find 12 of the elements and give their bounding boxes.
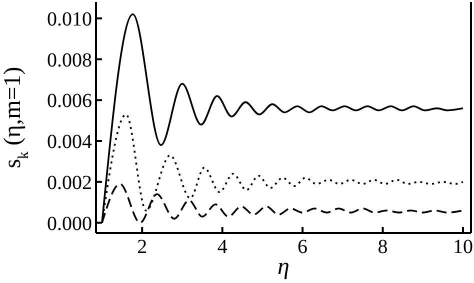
x-tick-label: 8 (378, 236, 388, 258)
y-tick-label: 0.004 (47, 131, 92, 154)
x-tick-label: 4 (217, 236, 228, 258)
x-axis-title: η (278, 254, 290, 280)
x-tick-label: 2 (137, 236, 148, 258)
x-tick-label: 6 (298, 236, 308, 258)
y-tick-label: 0.000 (47, 212, 92, 235)
y-tick-label: 0.006 (47, 90, 92, 112)
y-tick-label: 0.008 (47, 49, 92, 72)
x-tick-label: 10 (452, 236, 473, 258)
y-tick-label: 0.002 (47, 172, 92, 194)
y-tick-label: 0.010 (47, 8, 92, 30)
